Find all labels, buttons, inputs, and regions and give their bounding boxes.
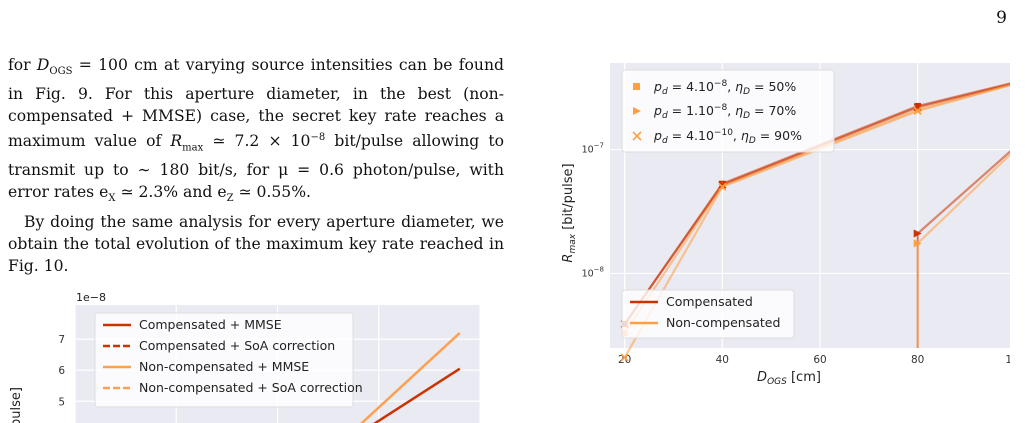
- p1-text: = 100 cm at varying source intensities c…: [8, 56, 504, 151]
- paragraph-2: By doing the same analysis for every ape…: [8, 212, 504, 275]
- legend-noncomp-mmse: Non-compensated + MMSE: [139, 359, 309, 374]
- data-point-triangle: [913, 239, 922, 248]
- p1-rmax-val: ≃ 7.2 × 10: [203, 132, 311, 151]
- p1-ez-val: ≃ 0.55%.: [233, 183, 311, 202]
- marker-legend-box: [621, 69, 835, 153]
- legend-marker-3: pd = 4.10−10, ηD = 90%: [653, 128, 802, 146]
- p1-ex-val: ≃ 2.3% and e: [115, 183, 227, 202]
- line-legend: Compensated Non-compensated: [621, 289, 795, 339]
- p1-math-d: D: [36, 56, 50, 74]
- legend-noncompensated: Non-compensated: [666, 315, 780, 330]
- data-point-x: [718, 182, 727, 191]
- y-tick-label: 10−7: [582, 142, 604, 156]
- x-tick-label: 20: [618, 354, 631, 366]
- p1-rmax: R: [170, 132, 183, 151]
- p1-ex-sub: X: [108, 193, 116, 205]
- data-point-square: [914, 102, 921, 109]
- p1-rmax-exp: −8: [310, 132, 326, 144]
- p1-pre: for: [8, 56, 37, 74]
- p1-tail: bit/pulse allowing to transmit up to ∼ 1…: [8, 132, 504, 202]
- p1-math-d-sub: OGS: [49, 66, 73, 78]
- x-tick-label: 40: [716, 354, 729, 366]
- rmax-x-axis-label: DOGS [cm]: [757, 370, 821, 387]
- p1-rmax-sub: max: [182, 142, 204, 154]
- data-point-x: [913, 106, 922, 116]
- x-tick-label: 100: [1005, 354, 1010, 366]
- data-point-square: [914, 106, 921, 113]
- legend-noncomp-soa: Non-compensated + SoA correction: [139, 380, 363, 395]
- key-rate-series-line-2: [360, 331, 461, 423]
- rmax-vs-dogs-chart: 20 40 60 80 100 10−7 10−8 Rmax [bit/pulse] DOG…: [561, 63, 1010, 387]
- body-text-column: for DOGS = 100 cm at varying source inte…: [8, 54, 504, 277]
- legend-comp-soa: Compensated + SoA correction: [139, 338, 335, 353]
- legend-marker-2: pd = 1.10−8, ηD = 70%: [653, 103, 796, 121]
- key-rate-offset-text: 1e−8: [76, 291, 106, 304]
- y-tick-label: 7: [58, 334, 65, 346]
- marker-legend: pd = 4.10−8, ηD = 50% pd = 1.10−8, ηD = …: [621, 69, 835, 153]
- key-rate-series-line-0: [373, 367, 461, 423]
- series-line-2: [916, 150, 1010, 235]
- line-legend-box: [621, 289, 795, 339]
- rmax-y-axis-label: Rmax [bit/pulse]: [561, 163, 578, 262]
- page-number: 9: [996, 8, 1007, 28]
- data-point-triangle: [913, 229, 922, 238]
- legend-square-icon: [633, 83, 640, 90]
- series-line-3: [916, 153, 1010, 245]
- x-tick-label: 80: [911, 354, 924, 366]
- key-rate-legend: Compensated + MMSE Compensated + SoA cor…: [94, 312, 363, 408]
- legend-compensated: Compensated: [666, 294, 753, 309]
- y-tick-label: 6: [58, 365, 65, 377]
- data-point-x: [620, 353, 629, 362]
- key-rate-legend-box: [94, 312, 354, 408]
- y-tick-label: 10−8: [582, 265, 604, 279]
- max-key-rate-chart: 7 6 5 1e−8 pulse] Compensated + MMSE Compe…: [9, 291, 481, 423]
- legend-comp-mmse: Compensated + MMSE: [139, 317, 282, 332]
- paragraph-1: for DOGS = 100 cm at varying source inte…: [8, 54, 504, 211]
- y-tick-label: 5: [58, 396, 65, 408]
- legend-marker-1: pd = 4.10−8, ηD = 50%: [653, 79, 796, 97]
- p1-ez-sub: Z: [226, 193, 234, 205]
- legend-triangle-icon: [633, 107, 641, 115]
- x-tick-label: 60: [813, 354, 826, 366]
- legend-x-icon: [632, 131, 642, 141]
- key-rate-y-axis-label: pulse]: [9, 387, 24, 423]
